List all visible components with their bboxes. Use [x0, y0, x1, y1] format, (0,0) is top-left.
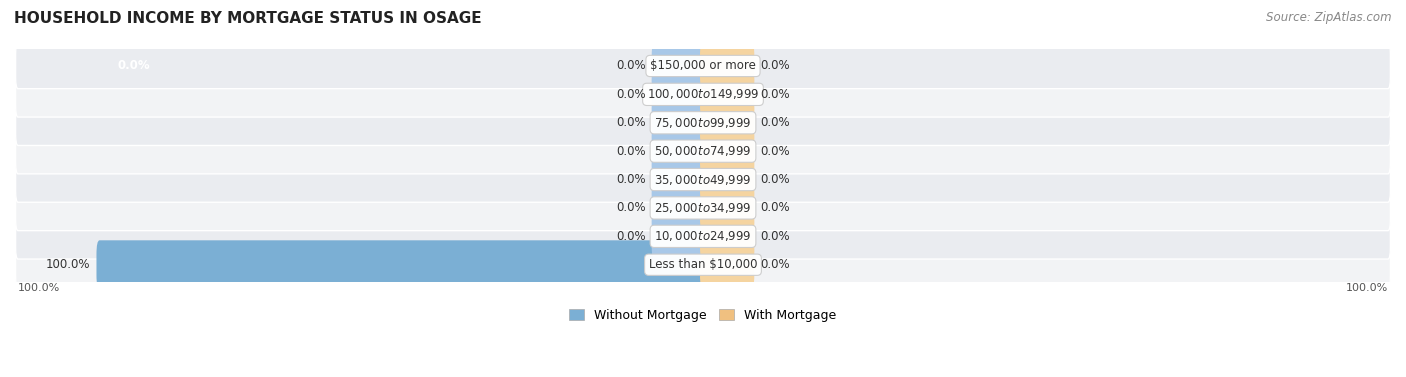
Legend: Without Mortgage, With Mortgage: Without Mortgage, With Mortgage: [564, 304, 842, 327]
Text: 100.0%: 100.0%: [46, 258, 90, 271]
FancyBboxPatch shape: [15, 43, 1391, 89]
FancyBboxPatch shape: [15, 129, 1391, 174]
FancyBboxPatch shape: [652, 127, 706, 176]
Text: 0.0%: 0.0%: [761, 230, 790, 243]
FancyBboxPatch shape: [700, 98, 754, 147]
FancyBboxPatch shape: [652, 184, 706, 232]
Text: $75,000 to $99,999: $75,000 to $99,999: [654, 116, 752, 130]
Text: 0.0%: 0.0%: [616, 173, 645, 186]
Text: $35,000 to $49,999: $35,000 to $49,999: [654, 173, 752, 187]
Text: 100.0%: 100.0%: [1346, 283, 1388, 293]
Text: Less than $10,000: Less than $10,000: [648, 258, 758, 271]
Text: 0.0%: 0.0%: [761, 145, 790, 158]
Text: 0.0%: 0.0%: [616, 145, 645, 158]
Text: HOUSEHOLD INCOME BY MORTGAGE STATUS IN OSAGE: HOUSEHOLD INCOME BY MORTGAGE STATUS IN O…: [14, 11, 482, 26]
Text: Source: ZipAtlas.com: Source: ZipAtlas.com: [1267, 11, 1392, 24]
FancyBboxPatch shape: [15, 72, 1391, 117]
FancyBboxPatch shape: [15, 100, 1391, 146]
FancyBboxPatch shape: [97, 240, 706, 289]
Text: 0.0%: 0.0%: [616, 116, 645, 129]
FancyBboxPatch shape: [700, 70, 754, 119]
Text: $10,000 to $24,999: $10,000 to $24,999: [654, 229, 752, 243]
FancyBboxPatch shape: [652, 155, 706, 204]
FancyBboxPatch shape: [700, 184, 754, 232]
FancyBboxPatch shape: [700, 155, 754, 204]
Text: 0.0%: 0.0%: [761, 88, 790, 101]
FancyBboxPatch shape: [700, 127, 754, 176]
Text: 0.0%: 0.0%: [761, 116, 790, 129]
Text: 0.0%: 0.0%: [118, 60, 150, 72]
Text: $50,000 to $74,999: $50,000 to $74,999: [654, 144, 752, 158]
Text: 0.0%: 0.0%: [616, 230, 645, 243]
FancyBboxPatch shape: [700, 212, 754, 261]
Text: 0.0%: 0.0%: [616, 201, 645, 215]
Text: $100,000 to $149,999: $100,000 to $149,999: [647, 87, 759, 101]
Text: 0.0%: 0.0%: [761, 173, 790, 186]
Text: $150,000 or more: $150,000 or more: [650, 60, 756, 72]
Text: 0.0%: 0.0%: [761, 258, 790, 271]
FancyBboxPatch shape: [652, 41, 706, 90]
FancyBboxPatch shape: [652, 98, 706, 147]
FancyBboxPatch shape: [15, 157, 1391, 202]
FancyBboxPatch shape: [652, 70, 706, 119]
Text: 100.0%: 100.0%: [18, 283, 60, 293]
FancyBboxPatch shape: [700, 41, 754, 90]
FancyBboxPatch shape: [700, 240, 754, 289]
FancyBboxPatch shape: [652, 212, 706, 261]
Text: 0.0%: 0.0%: [616, 60, 645, 72]
FancyBboxPatch shape: [15, 242, 1391, 287]
Text: $25,000 to $34,999: $25,000 to $34,999: [654, 201, 752, 215]
Text: 0.0%: 0.0%: [761, 60, 790, 72]
FancyBboxPatch shape: [15, 214, 1391, 259]
FancyBboxPatch shape: [15, 185, 1391, 231]
Text: 0.0%: 0.0%: [761, 201, 790, 215]
Text: 0.0%: 0.0%: [616, 88, 645, 101]
